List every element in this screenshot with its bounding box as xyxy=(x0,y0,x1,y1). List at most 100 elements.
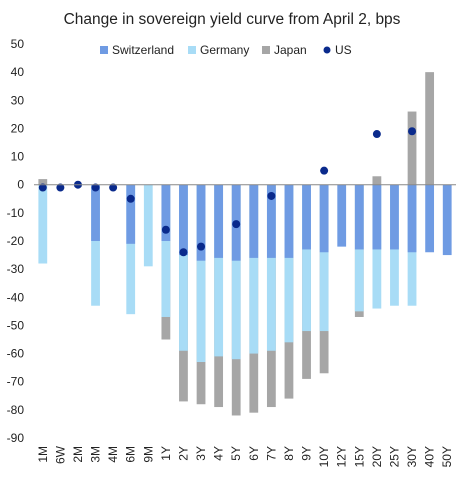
bar-japan-30Y xyxy=(407,111,417,185)
bar-germany-3Y xyxy=(196,184,206,363)
y-tick-label: 30 xyxy=(11,93,25,107)
us-point-3Y xyxy=(197,242,206,251)
bar-germany-4Y xyxy=(214,184,224,357)
bar-switzerland-25Y xyxy=(390,184,399,250)
bar-germany-1M xyxy=(38,184,48,264)
x-tick-label: 30Y xyxy=(405,446,419,467)
y-tick-label: -60 xyxy=(7,347,25,361)
bar-switzerland-40Y xyxy=(425,184,435,253)
bar-germany-6M xyxy=(126,184,136,315)
us-point-7Y xyxy=(267,191,276,200)
bar-germany-6Y xyxy=(249,184,259,354)
us-point-20Y xyxy=(372,130,381,139)
legend-item-us: US xyxy=(323,43,352,57)
legend-item-germany: Germany xyxy=(188,43,249,57)
bar-germany-10Y xyxy=(319,184,329,332)
x-tick-label: 6W xyxy=(53,445,67,464)
bar-germany-9Y xyxy=(302,184,311,332)
y-tick-label: -50 xyxy=(7,318,25,332)
us-points-layer xyxy=(38,127,417,257)
y-tick-label: -70 xyxy=(7,375,25,389)
us-point-3M xyxy=(91,183,100,192)
chart-title: Change in sovereign yield curve from Apr… xyxy=(64,11,401,28)
x-tick-label: 3M xyxy=(89,446,103,463)
x-tick-label: 20Y xyxy=(370,446,384,467)
us-point-4M xyxy=(109,183,118,192)
us-point-1Y xyxy=(161,225,170,234)
y-tick-label: -20 xyxy=(7,234,25,248)
us-point-2Y xyxy=(179,248,188,257)
bar-switzerland-4Y xyxy=(214,184,224,258)
bar-japan-1M xyxy=(38,179,48,185)
bar-switzerland-7Y xyxy=(266,184,276,258)
legend-swatch xyxy=(262,46,270,54)
bar-switzerland-15Y xyxy=(354,184,364,250)
bar-switzerland-1Y xyxy=(161,184,171,241)
bar-switzerland-6Y xyxy=(249,184,259,258)
bar-germany-3M xyxy=(91,184,100,306)
bar-japan-20Y xyxy=(372,176,382,185)
legend-item-switzerland: Switzerland xyxy=(100,43,174,57)
bar-switzerland-30Y xyxy=(407,184,417,253)
bar-switzerland-6M xyxy=(126,184,136,244)
legend-label: Switzerland xyxy=(112,43,174,57)
y-tick-label: -30 xyxy=(7,262,25,276)
x-tick-label: 2Y xyxy=(176,446,190,461)
x-tick-label: 7Y xyxy=(264,446,278,461)
legend-label: Germany xyxy=(200,43,249,57)
bar-germany-5Y xyxy=(231,184,241,360)
bar-germany-8Y xyxy=(284,184,294,343)
x-tick-label: 1M xyxy=(36,446,50,463)
bar-germany-9M xyxy=(143,184,153,267)
bar-switzerland-2Y xyxy=(179,184,188,256)
us-point-6M xyxy=(126,194,135,203)
legend-swatch xyxy=(188,46,196,54)
us-point-10Y xyxy=(320,166,329,175)
legend-swatch xyxy=(100,46,108,54)
x-axis: 1M 6W 2M 3M 4M 6M 9M 1Y 2Y 3Y 4Y 5Y 6Y 7Y 8Y 9Y 10Y 12Y 15… xyxy=(36,445,454,467)
y-tick-label: 10 xyxy=(11,150,25,164)
bar-switzerland-50Y xyxy=(442,184,452,256)
x-tick-label: 6Y xyxy=(247,446,261,461)
legend-marker xyxy=(323,46,331,54)
y-tick-label: 50 xyxy=(11,37,25,51)
bar-switzerland-3Y xyxy=(196,184,206,261)
bar-japan-40Y xyxy=(425,72,435,185)
x-tick-label: 40Y xyxy=(423,446,437,467)
x-tick-label: 4Y xyxy=(212,446,226,461)
x-tick-label: 12Y xyxy=(335,446,349,467)
us-point-30Y xyxy=(408,127,417,136)
y-tick-label: -80 xyxy=(7,403,25,417)
legend-item-japan: Japan xyxy=(262,43,307,57)
us-point-1M xyxy=(38,183,47,192)
x-tick-label: 15Y xyxy=(352,446,366,467)
x-tick-label: 1Y xyxy=(159,446,173,461)
x-tick-label: 2M xyxy=(71,446,85,463)
y-axis: 50 40 30 20 10 0 -10 -20 -30 -40 -50 -60 -70 -80 -90 xyxy=(7,37,25,445)
y-tick-label: 0 xyxy=(17,178,24,192)
x-tick-label: 10Y xyxy=(317,446,331,467)
y-tick-label: -90 xyxy=(7,431,25,445)
bar-germany-2Y xyxy=(179,184,188,351)
y-tick-label: 20 xyxy=(11,121,25,135)
chart-legend: Switzerland Germany Japan US xyxy=(100,43,352,57)
bar-germany-7Y xyxy=(266,184,276,351)
x-tick-label: 8Y xyxy=(282,446,296,461)
x-tick-label: 6M xyxy=(124,446,138,463)
y-tick-label: 40 xyxy=(11,65,25,79)
bar-switzerland-9Y xyxy=(302,184,311,250)
us-point-6W xyxy=(56,183,65,192)
y-tick-label: -40 xyxy=(7,290,25,304)
x-tick-label: 25Y xyxy=(387,446,401,467)
bar-germany-1Y xyxy=(161,184,171,317)
y-tick-label: -10 xyxy=(7,206,25,220)
bar-switzerland-12Y xyxy=(337,184,347,247)
us-point-5Y xyxy=(232,220,241,229)
bar-switzerland-3M xyxy=(91,184,100,241)
x-tick-label: 4M xyxy=(106,446,120,463)
bar-switzerland-10Y xyxy=(319,184,329,253)
x-tick-label: 5Y xyxy=(229,446,243,461)
legend-label: US xyxy=(335,43,352,57)
legend-label: Japan xyxy=(274,43,307,57)
